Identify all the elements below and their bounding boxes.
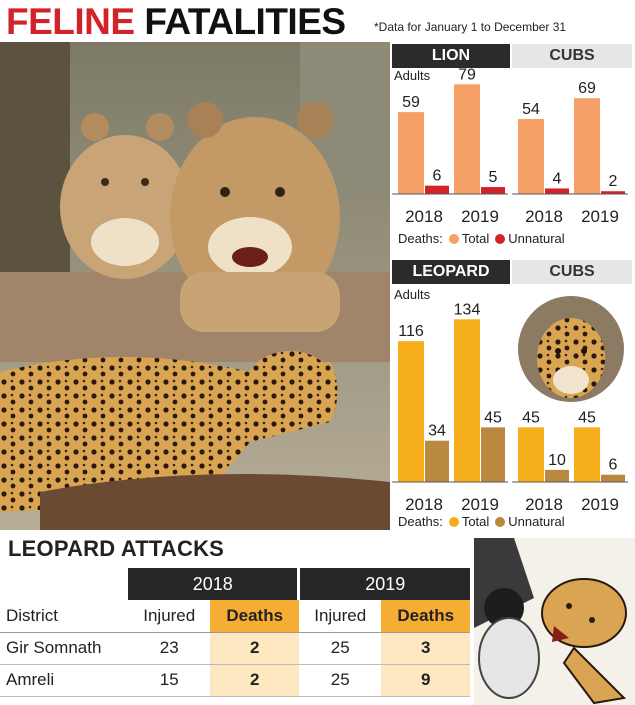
- lion-adults-label-total-2019: 79: [458, 66, 476, 83]
- col-injured-2018: Injured: [128, 600, 211, 633]
- leopard-adults-bar-unnatural-2018: [425, 440, 449, 482]
- lion-adults-tick-2019: 2019: [461, 207, 499, 226]
- lion-adults-label: Adults: [394, 68, 431, 83]
- lion-cubs-bar-unnatural-2018: [545, 188, 569, 194]
- leopard-cubs-bar-total-2018: [518, 427, 544, 482]
- lion-cubs-label-unnatural-2019: 2: [609, 173, 618, 190]
- deaths-value: 2: [210, 664, 299, 697]
- leopard-adults-bar-total-2018: [398, 341, 424, 482]
- leopard-adults-label: Adults: [394, 287, 431, 302]
- lion-adults-label-total-2018: 59: [402, 94, 420, 111]
- attacks-year-2019: 2019: [297, 568, 470, 600]
- injured-value: 25: [298, 664, 382, 697]
- data-note: *Data for January 1 to December 31: [374, 20, 567, 34]
- leopard-legend: Deaths: Total Unnatural: [398, 514, 565, 529]
- attacks-title: LEOPARD ATTACKS: [8, 536, 225, 561]
- attacks-table: 2018 2019 District Injured Deaths Injure…: [0, 568, 470, 697]
- leopard-adults-label-unnatural-2018: 34: [428, 423, 446, 440]
- deaths-value: 9: [381, 664, 470, 697]
- leopard-adults-label-total-2019: 134: [454, 301, 481, 318]
- injured-value: 25: [298, 632, 382, 665]
- lion-adults-bar-unnatural-2018: [425, 185, 449, 194]
- title-part-feline: FELINE: [6, 1, 135, 42]
- leopard-cubs-chart: 45 10 2018 45 6 2019: [512, 290, 630, 515]
- lion-cubs-chart: 54 4 2018 69 2 2019: [512, 70, 630, 230]
- lion-cubs-tick-2018: 2018: [525, 207, 563, 226]
- injured-value: 23: [128, 632, 211, 665]
- col-deaths-2019: Deaths: [381, 600, 470, 633]
- lions-and-leopard-photo: [0, 42, 390, 530]
- attacks-year-row: 2018 2019: [0, 568, 470, 600]
- lion-cubs-label-unnatural-2018: 4: [553, 170, 562, 187]
- leopard-cubs-label-unnatural-2018: 10: [548, 452, 566, 469]
- table-row: Gir Somnath 23 2 25 3: [0, 632, 470, 665]
- leopard-adults-bar-unnatural-2019: [481, 427, 505, 482]
- col-deaths-2018: Deaths: [210, 600, 299, 633]
- leopard-total-swatch: [448, 517, 459, 527]
- leopard-cubs-label-unnatural-2019: 6: [609, 457, 618, 474]
- leopard-cubs-label-total-2018: 45: [522, 409, 540, 426]
- lion-legend-total: Total: [461, 231, 490, 246]
- deaths-value: 2: [210, 632, 299, 665]
- leopard-adults-chart: 116 34 2018 134 45 2019: [392, 290, 510, 515]
- leopard-cubs-bar-unnatural-2018: [545, 469, 569, 482]
- leopard-legend-total: Total: [461, 514, 490, 529]
- deaths-value: 3: [381, 632, 470, 665]
- leopard-cubs-bar-total-2019: [574, 427, 600, 482]
- injured-value: 15: [128, 664, 211, 697]
- lion-cubs-bar-total-2018: [518, 119, 544, 194]
- leopard-adults-tick-2019: 2019: [461, 495, 499, 514]
- leopard-legend-unnatural: Unnatural: [508, 514, 565, 529]
- district-name: Amreli: [0, 664, 128, 697]
- leopard-cub-photo: [518, 296, 624, 402]
- leopard-unnatural-swatch: [495, 517, 506, 527]
- leopard-cubs-header: CUBS: [512, 260, 632, 284]
- lion-legend: Deaths: Total Unnatural: [398, 231, 565, 246]
- leopard-cubs-label-total-2019: 45: [578, 409, 596, 426]
- title-part-fatalities: FATALITIES: [144, 1, 346, 42]
- lion-header: LION: [392, 44, 510, 68]
- page-title: FELINE FATALITIES: [6, 2, 346, 42]
- attacks-year-2018: 2018: [128, 568, 299, 600]
- leopard-header: LEOPARD: [392, 260, 510, 284]
- lion-legend-unnatural: Unnatural: [508, 231, 565, 246]
- attacks-header-row: District Injured Deaths Injured Deaths: [0, 600, 470, 633]
- table-row: Amreli 15 2 25 9: [0, 664, 470, 697]
- leopard-legend-label: Deaths:: [398, 514, 443, 529]
- leopard-cubs-bar-unnatural-2019: [601, 474, 625, 482]
- lion-adults-label-unnatural-2019: 5: [489, 169, 498, 186]
- lion-cubs-bar-unnatural-2019: [601, 191, 625, 194]
- lion-adults-chart: 59 6 2018 79 5 2019: [392, 66, 510, 230]
- lion-unnatural-swatch: [495, 234, 506, 244]
- lion-legend-label: Deaths:: [398, 231, 443, 246]
- lion-adults-bar-unnatural-2019: [481, 187, 505, 194]
- lion-adults-bar-total-2018: [398, 112, 424, 194]
- lion-cubs-label-total-2018: 54: [522, 101, 540, 118]
- leopard-cubs-tick-2018: 2018: [525, 495, 563, 514]
- col-injured-2019: Injured: [298, 600, 382, 633]
- leopard-adults-bar-total-2019: [454, 319, 480, 482]
- leopard-adults-tick-2018: 2018: [405, 495, 443, 514]
- col-district: District: [0, 600, 128, 633]
- leopard-cubs-tick-2019: 2019: [581, 495, 619, 514]
- leopard-adults-label-total-2018: 116: [398, 323, 424, 340]
- lion-cubs-bar-total-2019: [574, 98, 600, 194]
- lion-cubs-header: CUBS: [512, 44, 632, 68]
- lion-adults-tick-2018: 2018: [405, 207, 443, 226]
- lion-adults-bar-total-2019: [454, 84, 480, 194]
- district-name: Gir Somnath: [0, 632, 128, 665]
- lion-cubs-label-total-2019: 69: [578, 80, 596, 97]
- leopard-adults-label-unnatural-2019: 45: [484, 409, 502, 426]
- lion-total-swatch: [448, 234, 459, 244]
- lion-cubs-tick-2019: 2019: [581, 207, 619, 226]
- attacks-year-gap: [0, 568, 128, 600]
- leopard-attack-cartoon: [474, 538, 635, 705]
- lion-adults-label-unnatural-2018: 6: [433, 168, 442, 185]
